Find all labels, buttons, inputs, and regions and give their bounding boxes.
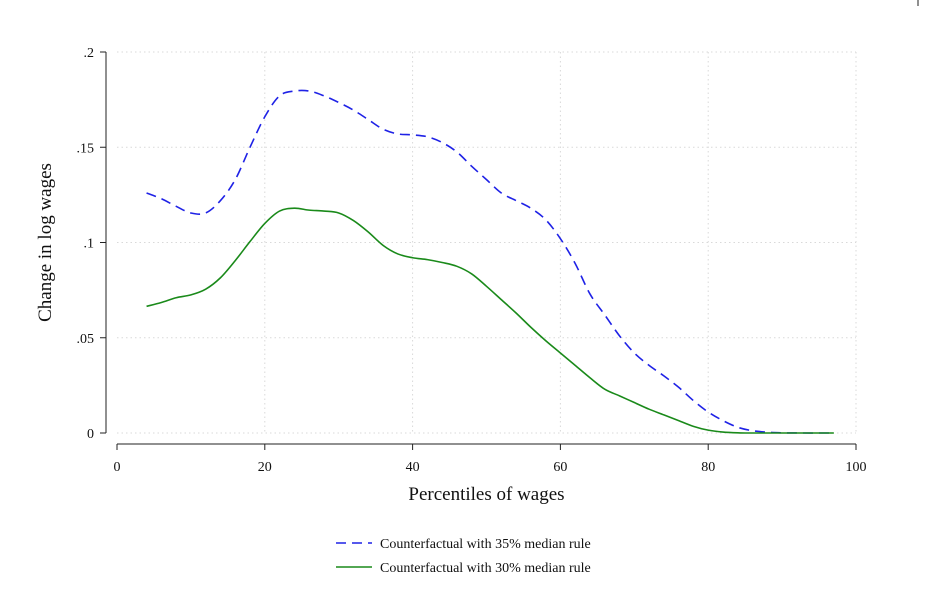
x-tick-label-5: 100 [846,460,867,475]
x-tick-label-0: 0 [114,460,121,475]
y-tick-label-0: 0 [87,427,94,442]
x-tick-label-2: 40 [406,460,420,475]
x-tick-label-1: 20 [258,460,272,475]
y-axis-title: Change in log wages [35,163,56,322]
grid-layer [117,51,857,434]
x-tick-label-4: 80 [701,460,715,475]
legend: Counterfactual with 35% median rule Count… [336,537,591,576]
x-tick-label-3: 60 [553,460,567,475]
x-axis-title: Percentiles of wages [408,484,564,505]
y-tick-label-3: .15 [77,141,95,156]
series-layer [146,89,834,434]
y-tick-label-4: .2 [84,46,95,61]
series-line-1 [146,207,834,434]
series-line-0 [146,89,834,434]
y-tick-label-2: .1 [84,237,95,252]
y-tick-label-1: .05 [77,332,95,347]
legend-label-1: Counterfactual with 30% median rule [380,561,591,576]
axes-layer: 0 20 40 60 80 100 0 .05 .1 .15 .2 [77,0,919,475]
legend-label-0: Counterfactual with 35% median rule [380,537,591,552]
